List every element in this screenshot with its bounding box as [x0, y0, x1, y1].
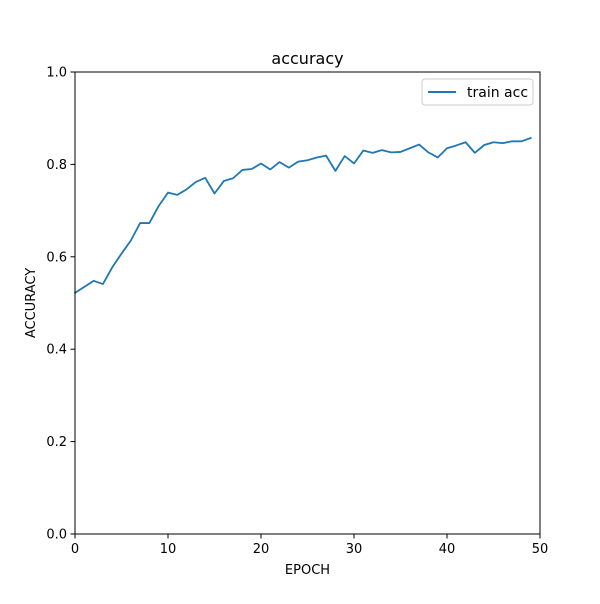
x-tick-label: 10: [160, 542, 177, 557]
x-axis-label: EPOCH: [285, 563, 330, 578]
y-tick-label: 0.4: [46, 343, 67, 358]
series-layer: [73, 136, 532, 295]
chart-title: accuracy: [271, 49, 343, 68]
x-tick-label: 50: [532, 542, 549, 557]
y-tick-label: 0.2: [46, 435, 67, 450]
legend: train acc: [421, 78, 534, 106]
y-tick-label: 1.0: [46, 66, 67, 81]
x-tick-label: 30: [346, 542, 363, 557]
y-tick-label: 0.0: [46, 528, 67, 543]
x-tick-label: 40: [439, 542, 456, 557]
legend-box: [421, 78, 534, 106]
y-tick-label: 0.6: [46, 250, 67, 265]
legend-label-train-acc: train acc: [467, 85, 528, 101]
plot-frame: [74, 71, 541, 535]
series-line-train-acc: [73, 136, 532, 295]
x-tick-label: 20: [253, 542, 270, 557]
y-tick-label: 0.8: [46, 158, 67, 173]
y-axis-label: ACCURACY: [24, 268, 39, 338]
axis-ticks: 0 10 20 30 40 50 0.0 0.2 0.4 0.6 0.8 1.0: [46, 66, 548, 558]
x-tick-label: 0: [71, 542, 79, 557]
